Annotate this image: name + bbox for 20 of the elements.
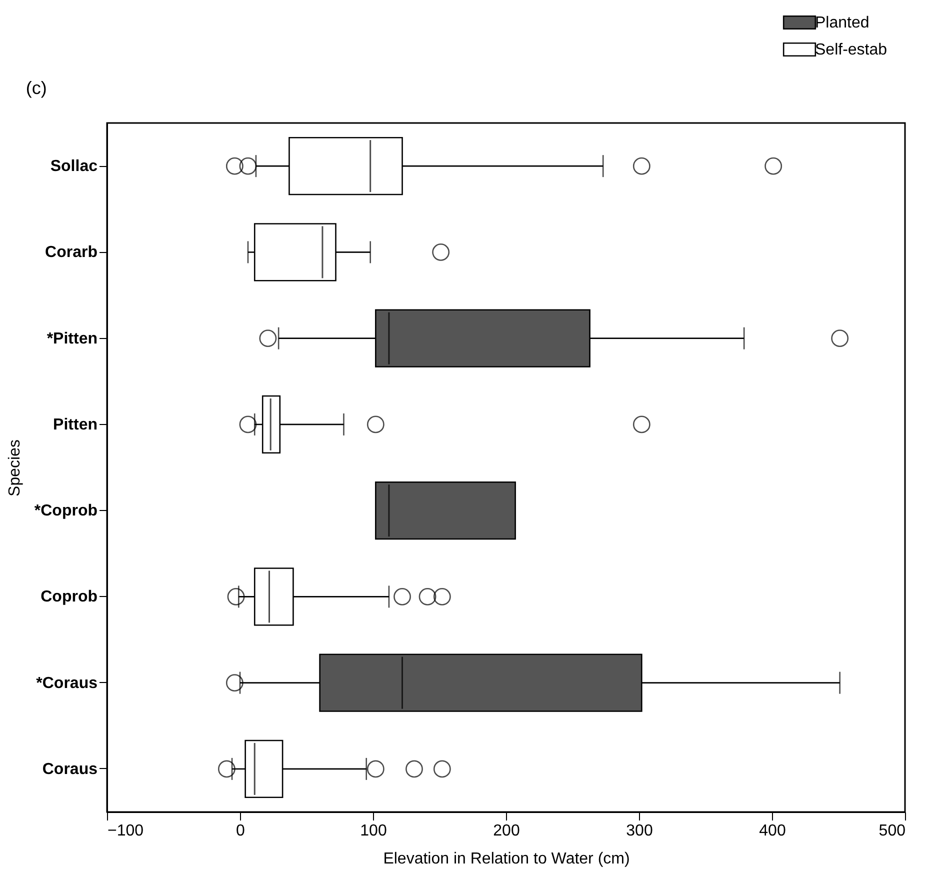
y-tick-label: *Coraus [36,674,98,692]
x-tick-label: 400 [759,822,786,840]
y-tick-label: Sollac [50,158,98,176]
y-axis-title: Species [6,440,24,496]
x-tick-label: 100 [360,822,387,840]
y-tick-label: *Pitten [46,330,98,348]
x-tick-label: 300 [626,822,653,840]
x-tick-label: 200 [493,822,520,840]
x-tick-label: 0 [236,822,246,840]
y-tick-label: Pitten [53,416,98,434]
y-tick-label: Coprob [40,588,98,606]
x-axis-title: Elevation in Relation to Water (cm) [383,850,630,868]
y-tick-label: Corarb [45,244,98,262]
y-tick-label: Coraus [42,760,98,778]
x-tick-label: −100 [108,822,144,840]
y-tick-label: *Coprob [34,502,98,520]
chart-title: (c) [26,78,47,98]
legend-label: Self-estab [815,42,888,58]
legend-label: Planted [815,14,870,32]
x-tick-label: 500 [878,822,906,840]
